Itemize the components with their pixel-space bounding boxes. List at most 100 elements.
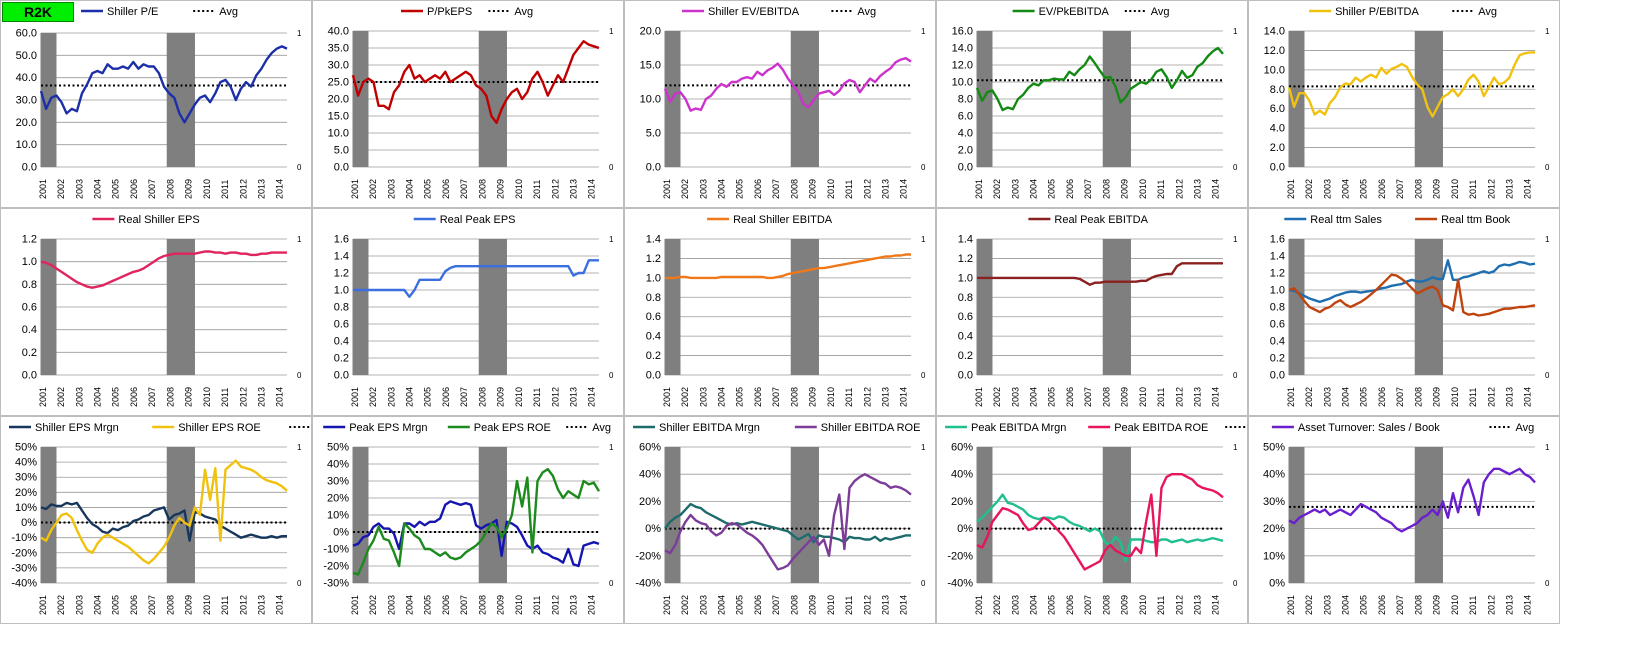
x-tick-label: 2009 [184,179,194,199]
y-tick-label: 12.0 [952,60,973,72]
legend-label: Real Peak EPS [440,214,516,226]
y-tick-label: 40% [1263,469,1285,481]
chart-panel-real-shiller-ebitda: 0.0 0.2 0.4 0.6 0.8 1.0 1.2 1.4 2001 2002 2003 2004… [624,208,936,416]
secondary-axis-label: 1 [921,235,926,244]
chart-panel-shiller-eps-mrgn-roe: -40% -30% -20% -10% 0% 10% 20% 30% 40% 50% 2001 200… [0,416,334,624]
y-tick-label: 8.0 [1270,84,1285,96]
y-tick-label: 1.6 [1270,234,1285,246]
legend-label: Shiller P/EBITDA [1335,6,1419,18]
x-tick-label: 2005 [423,179,433,199]
x-tick-label: 2008 [165,179,175,199]
ticker-badge: R2K [2,2,74,22]
legend-entry: P/PkEPS [401,6,472,18]
y-tick-label: -40% [635,578,661,590]
secondary-axis-label: 0 [297,163,302,172]
x-tick-label: 2005 [423,595,433,615]
y-tick-label: 0.6 [1270,319,1285,331]
legend-entry: Real Peak EPS [413,214,516,226]
x-tick-label: 2011 [1468,596,1478,615]
x-tick-label: 2005 [735,387,745,407]
legend-label: Shiller EPS Mrgn [35,422,119,434]
y-tick-label: 20.0 [16,117,37,129]
y-tick-label: -20% [947,550,973,562]
legend-entry: Real Shiller EPS [92,214,200,226]
y-tick-label: 0.0 [1270,162,1285,174]
y-tick-label: 14.0 [952,43,973,55]
x-tick-label: 2011 [844,388,854,407]
x-tick-label: 2013 [568,595,578,615]
recession-shade [478,31,507,167]
x-tick-label: 2007 [147,595,157,615]
legend-entry: Asset Turnover: Sales / Book [1271,422,1440,434]
x-tick-label: 2005 [735,179,745,199]
legend-entry: Shiller EBITDA ROE [794,422,920,434]
x-tick-label: 2010 [514,595,524,615]
x-tick-label: 2004 [92,595,102,615]
series-line [352,467,601,576]
y-tick-label: -30% [323,578,349,590]
x-tick-label: 2004 [716,595,726,615]
x-tick-label: 2007 [1083,595,1093,615]
y-tick-label: -10% [11,532,37,544]
x-tick-label: 2007 [459,595,469,615]
y-tick-label: 1.4 [1270,251,1285,263]
x-tick-label: 2004 [716,387,726,407]
chart-panel-real-peak-eps: 0.0 0.2 0.4 0.6 0.8 1.0 1.2 1.4 1.6 2001 2002 2003 2… [312,208,624,416]
x-tick-label: 2006 [441,179,451,199]
x-tick-label: 2006 [1065,595,1075,615]
y-tick-label: -20% [323,561,349,573]
y-tick-label: 0.0 [22,162,37,174]
legend-entry: Avg [289,422,334,434]
legend-entry: Shiller EPS Mrgn [9,422,119,434]
x-tick-label: 2013 [568,387,578,407]
x-tick-label: 2003 [1322,387,1332,407]
y-tick-label: 1.2 [646,253,661,265]
chart-panel-shiller-pe: 0.0 10.0 20.0 30.0 40.0 50.0 60.0 2001 2002 2003 2… [0,0,312,208]
chart-svg-real-shiller-eps: 0.0 0.2 0.4 0.6 0.8 1.0 1.2 2001 2002 2003 2004 200… [22,214,302,407]
y-tick-label: 60% [639,442,661,454]
recession-shade [790,447,819,583]
series-line [977,262,1223,286]
x-tick-label: 2009 [1120,595,1130,615]
y-tick-label: 10.0 [16,139,37,151]
series-line [1287,51,1535,118]
secondary-axis-label: 0 [1545,579,1550,588]
x-tick-label: 2001 [974,595,984,615]
x-tick-label: 2013 [256,179,266,199]
x-tick-label: 2013 [1504,387,1514,407]
x-tick-label: 2007 [459,179,469,199]
chart-panel-asset-turnover: 0% 10% 20% 30% 40% 50% 2001 2002 2003 2004 2005 200… [1248,416,1560,624]
y-tick-label: 8.0 [958,94,973,106]
y-tick-label: -10% [323,544,349,556]
legend-entry: Avg [488,6,533,18]
y-tick-label: 0% [333,527,349,539]
y-tick-label: 0.8 [22,279,37,291]
x-tick-label: 2001 [662,387,672,407]
x-tick-label: 2006 [753,595,763,615]
x-tick-label: 2014 [275,595,285,615]
legend-label: Real Shiller EPS [118,214,199,226]
x-tick-label: 2002 [56,387,66,407]
series-line [40,501,287,542]
secondary-axis-label: 0 [1233,371,1238,380]
x-tick-label: 2001 [350,179,360,199]
recession-shade [353,31,369,167]
x-tick-label: 2002 [1304,387,1314,407]
series-line [976,473,1224,571]
legend-entry: Avg [1225,422,1270,434]
y-tick-label: 0.2 [958,350,973,362]
secondary-axis-label: 1 [297,29,302,38]
x-tick-label: 2001 [662,179,672,199]
x-tick-label: 2007 [771,179,781,199]
y-tick-label: 25.0 [328,77,349,89]
x-tick-label: 2003 [74,595,84,615]
y-tick-label: 20.0 [640,26,661,38]
chart-svg-real-peak-eps: 0.0 0.2 0.4 0.6 0.8 1.0 1.2 1.4 1.6 2001 2002 2003 2… [334,214,614,407]
x-tick-label: 2013 [256,387,266,407]
y-tick-label: 20% [951,496,973,508]
recession-shade [977,239,993,375]
x-tick-label: 2013 [256,595,266,615]
legend-entry: Avg [1489,422,1534,434]
x-tick-label: 2005 [1359,387,1369,407]
legend-entry: Real ttm Sales [1284,214,1382,226]
